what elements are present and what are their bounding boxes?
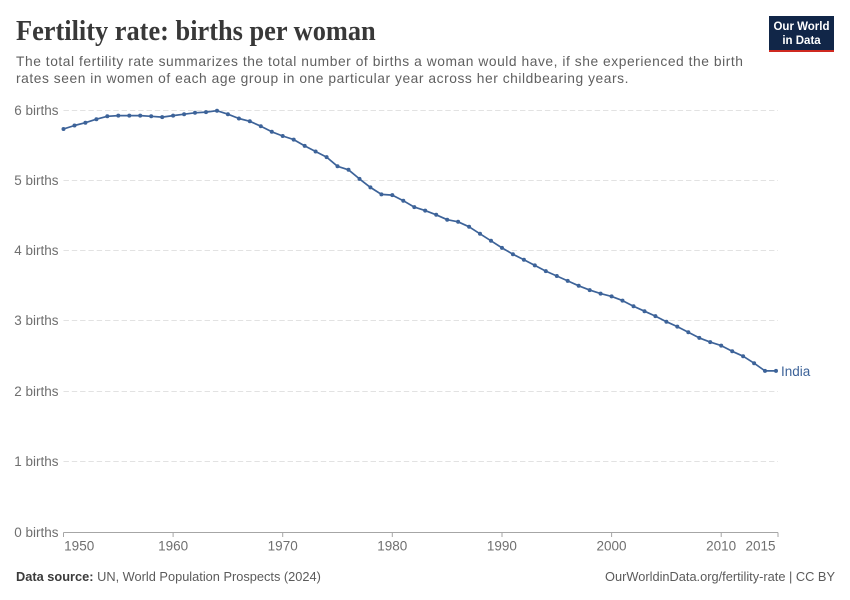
svg-text:2000: 2000 — [596, 539, 626, 554]
svg-text:1980: 1980 — [377, 539, 407, 554]
svg-text:5 births: 5 births — [14, 173, 59, 188]
svg-text:3 births: 3 births — [14, 313, 59, 328]
svg-text:2010: 2010 — [706, 539, 736, 554]
svg-text:2 births: 2 births — [14, 384, 59, 399]
svg-text:1970: 1970 — [268, 539, 298, 554]
svg-text:0 births: 0 births — [14, 525, 59, 540]
svg-text:4 births: 4 births — [14, 243, 59, 258]
svg-text:1990: 1990 — [487, 539, 517, 554]
svg-text:India: India — [781, 364, 811, 379]
svg-text:1 births: 1 births — [14, 454, 59, 469]
svg-text:6 births: 6 births — [14, 103, 59, 118]
svg-text:1960: 1960 — [158, 539, 188, 554]
svg-text:1950: 1950 — [64, 539, 94, 554]
svg-text:2015: 2015 — [745, 539, 775, 554]
